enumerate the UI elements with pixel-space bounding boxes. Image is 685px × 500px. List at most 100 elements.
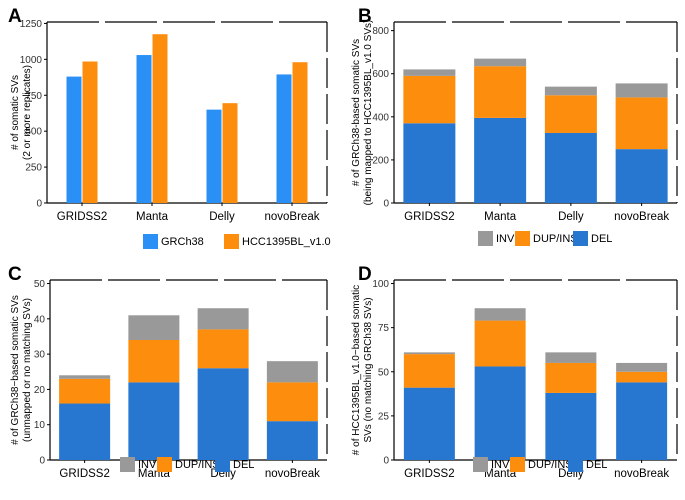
panel-letter: B [358,6,372,27]
legend-swatch-dup-ins [510,457,525,472]
bar-inv-novobreak [266,361,318,383]
y-tick-label: 500 [25,127,42,138]
bar-dup-ins-novobreak [615,97,668,150]
legend-label: DEL [586,459,607,471]
x-tick-label: novoBreak [265,468,320,480]
legend: GRCh38 HCC1395BL_v1.0 [143,234,331,249]
bar-inv-manta [474,308,526,321]
bar-del-novobreak [615,149,668,203]
y-tick-label: 100 [372,279,389,290]
y-tick-label: 1000 [20,55,43,66]
y-tick-label: 0 [383,456,389,467]
bar-dup-ins-delly [545,362,597,393]
bar-dup-ins-delly [544,95,597,133]
legend: INV DUP/INS DEL [478,231,612,246]
legend-label: DUP/INS [533,233,578,245]
bar-dup-ins-novobreak [616,371,668,383]
legend-label: INV [496,233,515,245]
x-tick-label: GRIDSS2 [404,211,455,223]
y-axis-label: # of GRCh38−based somatic SVs [10,295,21,445]
bar-dup-ins-delly [197,329,249,369]
legend-swatch-grch38 [143,234,158,249]
bar-del-gridss2 [403,387,455,460]
bar-dup-ins-novobreak [266,382,318,422]
bar-dup-ins-gridss2 [59,378,111,404]
y-axis-label: (unmapped or no matching SVs) [22,298,33,442]
legend-label: DEL [233,459,254,471]
legend: INV DUP/INS DEL [473,457,607,472]
bar-grch38-delly [206,109,222,203]
bar-dup-ins-gridss2 [403,75,456,124]
legend-swatch-dup-ins [515,231,530,246]
bar-del-delly [544,132,597,203]
bar-del-novobreak [616,382,668,460]
x-tick-label: Manta [136,211,169,223]
x-tick-label: Delly [558,211,584,223]
bar-inv-manta [128,315,180,340]
bar-inv-novobreak [616,362,668,372]
legend-label: INV [491,459,510,471]
y-tick-label: 50 [378,367,390,378]
legend-label: GRCh38 [161,236,204,248]
legend-swatch-del [215,457,230,472]
panel-letter: C [8,264,22,285]
bar-del-delly [197,368,249,460]
bar-del-manta [128,382,180,460]
bar-del-manta [474,366,526,460]
x-tick-label: Manta [484,211,517,223]
legend-swatch-del [573,231,588,246]
y-axis-label: # of GRCh38-based somatic SVs [351,39,362,186]
y-tick-label: 10 [34,420,46,431]
bar-hcc1395bl-v1-0-novobreak [292,62,308,203]
bar-inv-novobreak [615,83,668,98]
bar-del-gridss2 [403,123,456,203]
bar-inv-delly [197,308,249,330]
x-tick-label: novoBreak [614,211,669,223]
y-tick-label: 20 [34,385,46,396]
bar-del-novobreak [266,421,318,460]
bar-del-delly [545,392,597,460]
legend-swatch-inv [120,457,135,472]
legend-label: DUP/INS [175,459,220,471]
legend: INV DUP/INS DEL [120,457,254,472]
y-tick-label: 40 [34,314,46,325]
bar-hcc1395bl-v1-0-manta [152,34,168,204]
panel-c: C 0 10 20 30 40 50 # of GRCh38−based somatic SV… [8,264,328,480]
y-axis-label: # of HCC1395BL_v1.0−based somatic [351,285,362,455]
y-tick-label: 400 [372,112,389,123]
y-tick-label: 750 [25,91,42,102]
panel-b: B 0 200 400 600 800 # of GRCh38-based somatic … [351,6,678,246]
bar-inv-manta [474,58,527,67]
bar-inv-gridss2 [59,375,111,379]
y-axis-label: (being mapped to HCC1395BL_v1.0 SVs) [363,20,374,206]
legend-label: DEL [591,233,612,245]
panel-letter: D [358,264,372,285]
y-tick-label: 0 [36,199,42,210]
bar-dup-ins-manta [474,66,527,118]
y-tick-label: 30 [34,350,46,361]
bar-del-manta [474,117,527,203]
x-tick-label: GRIDSS2 [404,468,455,480]
bar-grch38-gridss2 [66,76,82,203]
panel-a: A 0 250 500 750 1000 1250 # of somatic SVs (2 or… [8,6,331,249]
x-tick-label: Manta [484,468,517,480]
y-axis-label: # of somatic SVs [10,75,21,150]
legend-swatch-dup-ins [157,457,172,472]
y-tick-label: 50 [34,279,46,290]
bar-inv-gridss2 [403,69,456,76]
bar-dup-ins-manta [128,340,180,383]
y-tick-label: 25 [378,411,390,422]
bar-dup-ins-manta [474,320,526,367]
x-tick-label: novoBreak [265,211,320,223]
bar-inv-delly [545,352,597,363]
legend-swatch-hcc1395bl-v1-0 [224,234,239,249]
panel-letter: A [8,6,22,27]
bar-inv-delly [544,86,597,96]
legend-swatch-del [568,457,583,472]
y-tick-label: 800 [372,26,389,37]
bar-hcc1395bl-v1-0-gridss2 [82,61,98,203]
y-tick-label: 200 [372,155,389,166]
y-tick-label: 0 [383,199,389,210]
bar-inv-gridss2 [403,352,455,355]
y-tick-label: 600 [372,69,389,80]
